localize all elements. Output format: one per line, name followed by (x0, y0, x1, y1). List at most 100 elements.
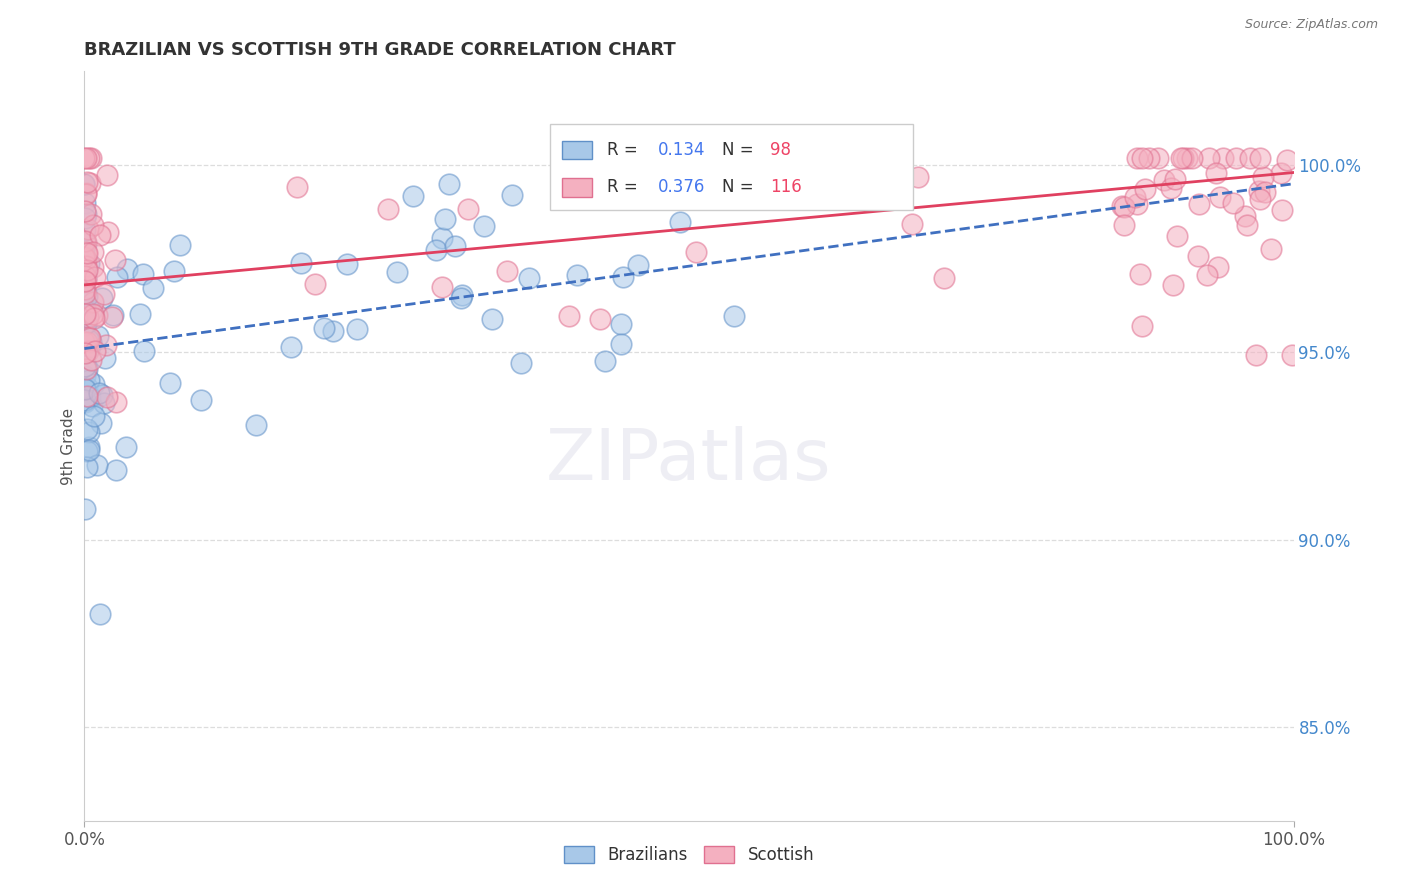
Point (1175, 151, 1198, 165)
Point (481, 311, 503, 326)
Point (80, 399, 103, 413)
Point (75, 187, 97, 202)
Point (1153, 172, 1175, 186)
Point (75, 382, 97, 396)
Point (73, 325, 96, 339)
Point (79, 177, 101, 191)
Point (75, 395, 97, 409)
Point (450, 288, 472, 302)
Point (76, 245, 98, 260)
Point (80, 334, 103, 349)
Point (496, 264, 519, 278)
Point (97, 225, 120, 239)
Point (91, 388, 114, 402)
Point (73, 177, 96, 191)
Point (290, 256, 312, 270)
Point (77, 332, 100, 346)
Point (80, 304, 103, 318)
Point (685, 245, 707, 260)
Text: ZIPatlas: ZIPatlas (546, 426, 832, 495)
Point (76, 310, 98, 324)
Point (76, 335, 98, 350)
Point (1249, 151, 1271, 165)
Point (132, 267, 155, 281)
Point (73, 392, 96, 407)
Point (76, 252, 98, 267)
Point (128, 307, 150, 321)
Text: N =: N = (721, 141, 758, 159)
Point (437, 177, 460, 191)
Point (76, 444, 98, 458)
Legend: Brazilians, Scottish: Brazilians, Scottish (555, 838, 823, 872)
Point (82, 219, 104, 233)
Point (430, 280, 453, 294)
Point (907, 170, 929, 185)
Point (558, 309, 581, 323)
Point (79, 331, 101, 345)
Y-axis label: 9th Grade: 9th Grade (60, 408, 76, 484)
Point (75, 204, 97, 219)
Point (501, 187, 523, 202)
Point (73, 382, 96, 396)
Point (105, 270, 128, 285)
Point (669, 215, 692, 229)
Point (79, 442, 101, 457)
Point (517, 271, 540, 285)
Point (76, 259, 98, 273)
Point (1254, 186, 1277, 200)
Point (96, 169, 118, 183)
Point (1160, 180, 1182, 194)
Point (76, 289, 98, 303)
Point (1133, 181, 1156, 195)
Point (1130, 319, 1153, 334)
Point (1181, 151, 1204, 165)
Text: 116: 116 (770, 178, 801, 196)
Point (1164, 172, 1187, 186)
Point (73, 274, 96, 288)
Point (77, 329, 100, 343)
Point (101, 309, 124, 323)
Point (79, 340, 101, 354)
Point (76, 422, 98, 436)
Point (1111, 199, 1133, 213)
Point (76, 343, 98, 358)
Point (1222, 196, 1244, 211)
Point (83, 376, 105, 391)
Point (434, 212, 457, 227)
Point (77, 425, 100, 440)
Point (80, 151, 103, 165)
Point (73, 318, 96, 333)
Point (1275, 153, 1298, 167)
Point (93, 286, 115, 301)
FancyBboxPatch shape (562, 178, 592, 197)
FancyBboxPatch shape (550, 124, 912, 210)
Point (75, 271, 97, 285)
Point (1249, 192, 1271, 206)
Point (75, 236, 97, 251)
Point (75, 151, 97, 165)
Point (94, 351, 117, 366)
Point (1130, 151, 1153, 165)
Point (104, 252, 127, 267)
Point (76, 459, 98, 474)
Point (73, 245, 96, 260)
Point (304, 277, 326, 292)
Text: N =: N = (721, 178, 758, 196)
Point (77, 151, 100, 165)
Point (89, 227, 111, 242)
Point (457, 202, 479, 217)
Point (77, 440, 100, 454)
Point (1161, 278, 1184, 293)
Point (82, 260, 104, 275)
Point (96, 338, 118, 352)
Point (75, 300, 97, 314)
Point (73, 359, 96, 373)
Point (82, 295, 104, 310)
Point (75, 186, 97, 201)
Point (425, 244, 447, 258)
Point (1166, 228, 1188, 243)
Point (621, 179, 644, 194)
Point (1129, 267, 1152, 281)
Point (1247, 184, 1270, 198)
Point (1239, 151, 1261, 165)
